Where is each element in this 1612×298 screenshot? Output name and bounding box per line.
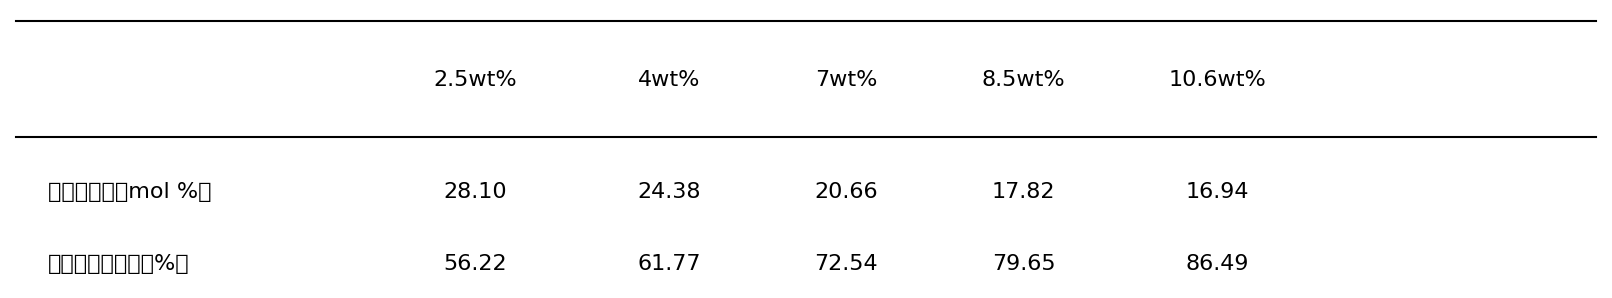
Text: 10.6wt%: 10.6wt% — [1169, 70, 1265, 91]
Text: 乙苯转化率（mol %）: 乙苯转化率（mol %） — [48, 182, 211, 202]
Text: 72.54: 72.54 — [814, 254, 879, 274]
Text: 17.82: 17.82 — [991, 182, 1056, 202]
Text: 2.5wt%: 2.5wt% — [434, 70, 517, 91]
Text: 20.66: 20.66 — [814, 182, 879, 202]
Text: 86.49: 86.49 — [1185, 254, 1249, 274]
Text: 8.5wt%: 8.5wt% — [982, 70, 1066, 91]
Text: 28.10: 28.10 — [443, 182, 508, 202]
Text: 61.77: 61.77 — [637, 254, 701, 274]
Text: 7wt%: 7wt% — [816, 70, 877, 91]
Text: 对二乙苯选择性（%）: 对二乙苯选择性（%） — [48, 254, 190, 274]
Text: 56.22: 56.22 — [443, 254, 508, 274]
Text: 79.65: 79.65 — [991, 254, 1056, 274]
Text: 24.38: 24.38 — [637, 182, 701, 202]
Text: 4wt%: 4wt% — [638, 70, 700, 91]
Text: 16.94: 16.94 — [1185, 182, 1249, 202]
